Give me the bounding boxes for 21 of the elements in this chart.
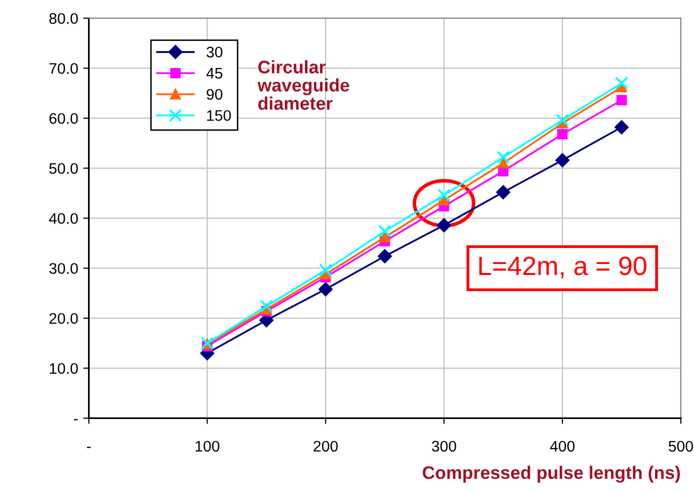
y-tick-label: 20.0 [49,313,78,324]
y-tick-label: 60.0 [49,113,78,124]
legend-title: Circular waveguide diameter [257,60,350,110]
x-tick-label: 500 [668,440,693,452]
legend-label: 90 [206,88,222,100]
y-tick-label: 10.0 [50,363,78,374]
legend-label: 45 [206,68,222,79]
x-tick-label: 200 [314,440,338,452]
y-tick-label: 40.0 [49,213,78,224]
legend-label: 30 [206,46,222,58]
y-tick-label: 30.0 [49,263,78,274]
y-tick-label: - [74,419,78,420]
annotation: L=42m, a = 90 [479,256,646,278]
y-tick-label: 50.0 [49,163,78,174]
y-tick-label: 80.0 [49,13,78,24]
y-tick-label: 70.0 [49,63,78,74]
x-tick-label: 100 [196,440,220,452]
x-tick-label: 400 [550,440,575,452]
x-axis-title: Compressed pulse length (ns) [422,466,680,483]
legend-label: 150 [207,110,231,121]
x-tick-label: 300 [432,440,456,452]
